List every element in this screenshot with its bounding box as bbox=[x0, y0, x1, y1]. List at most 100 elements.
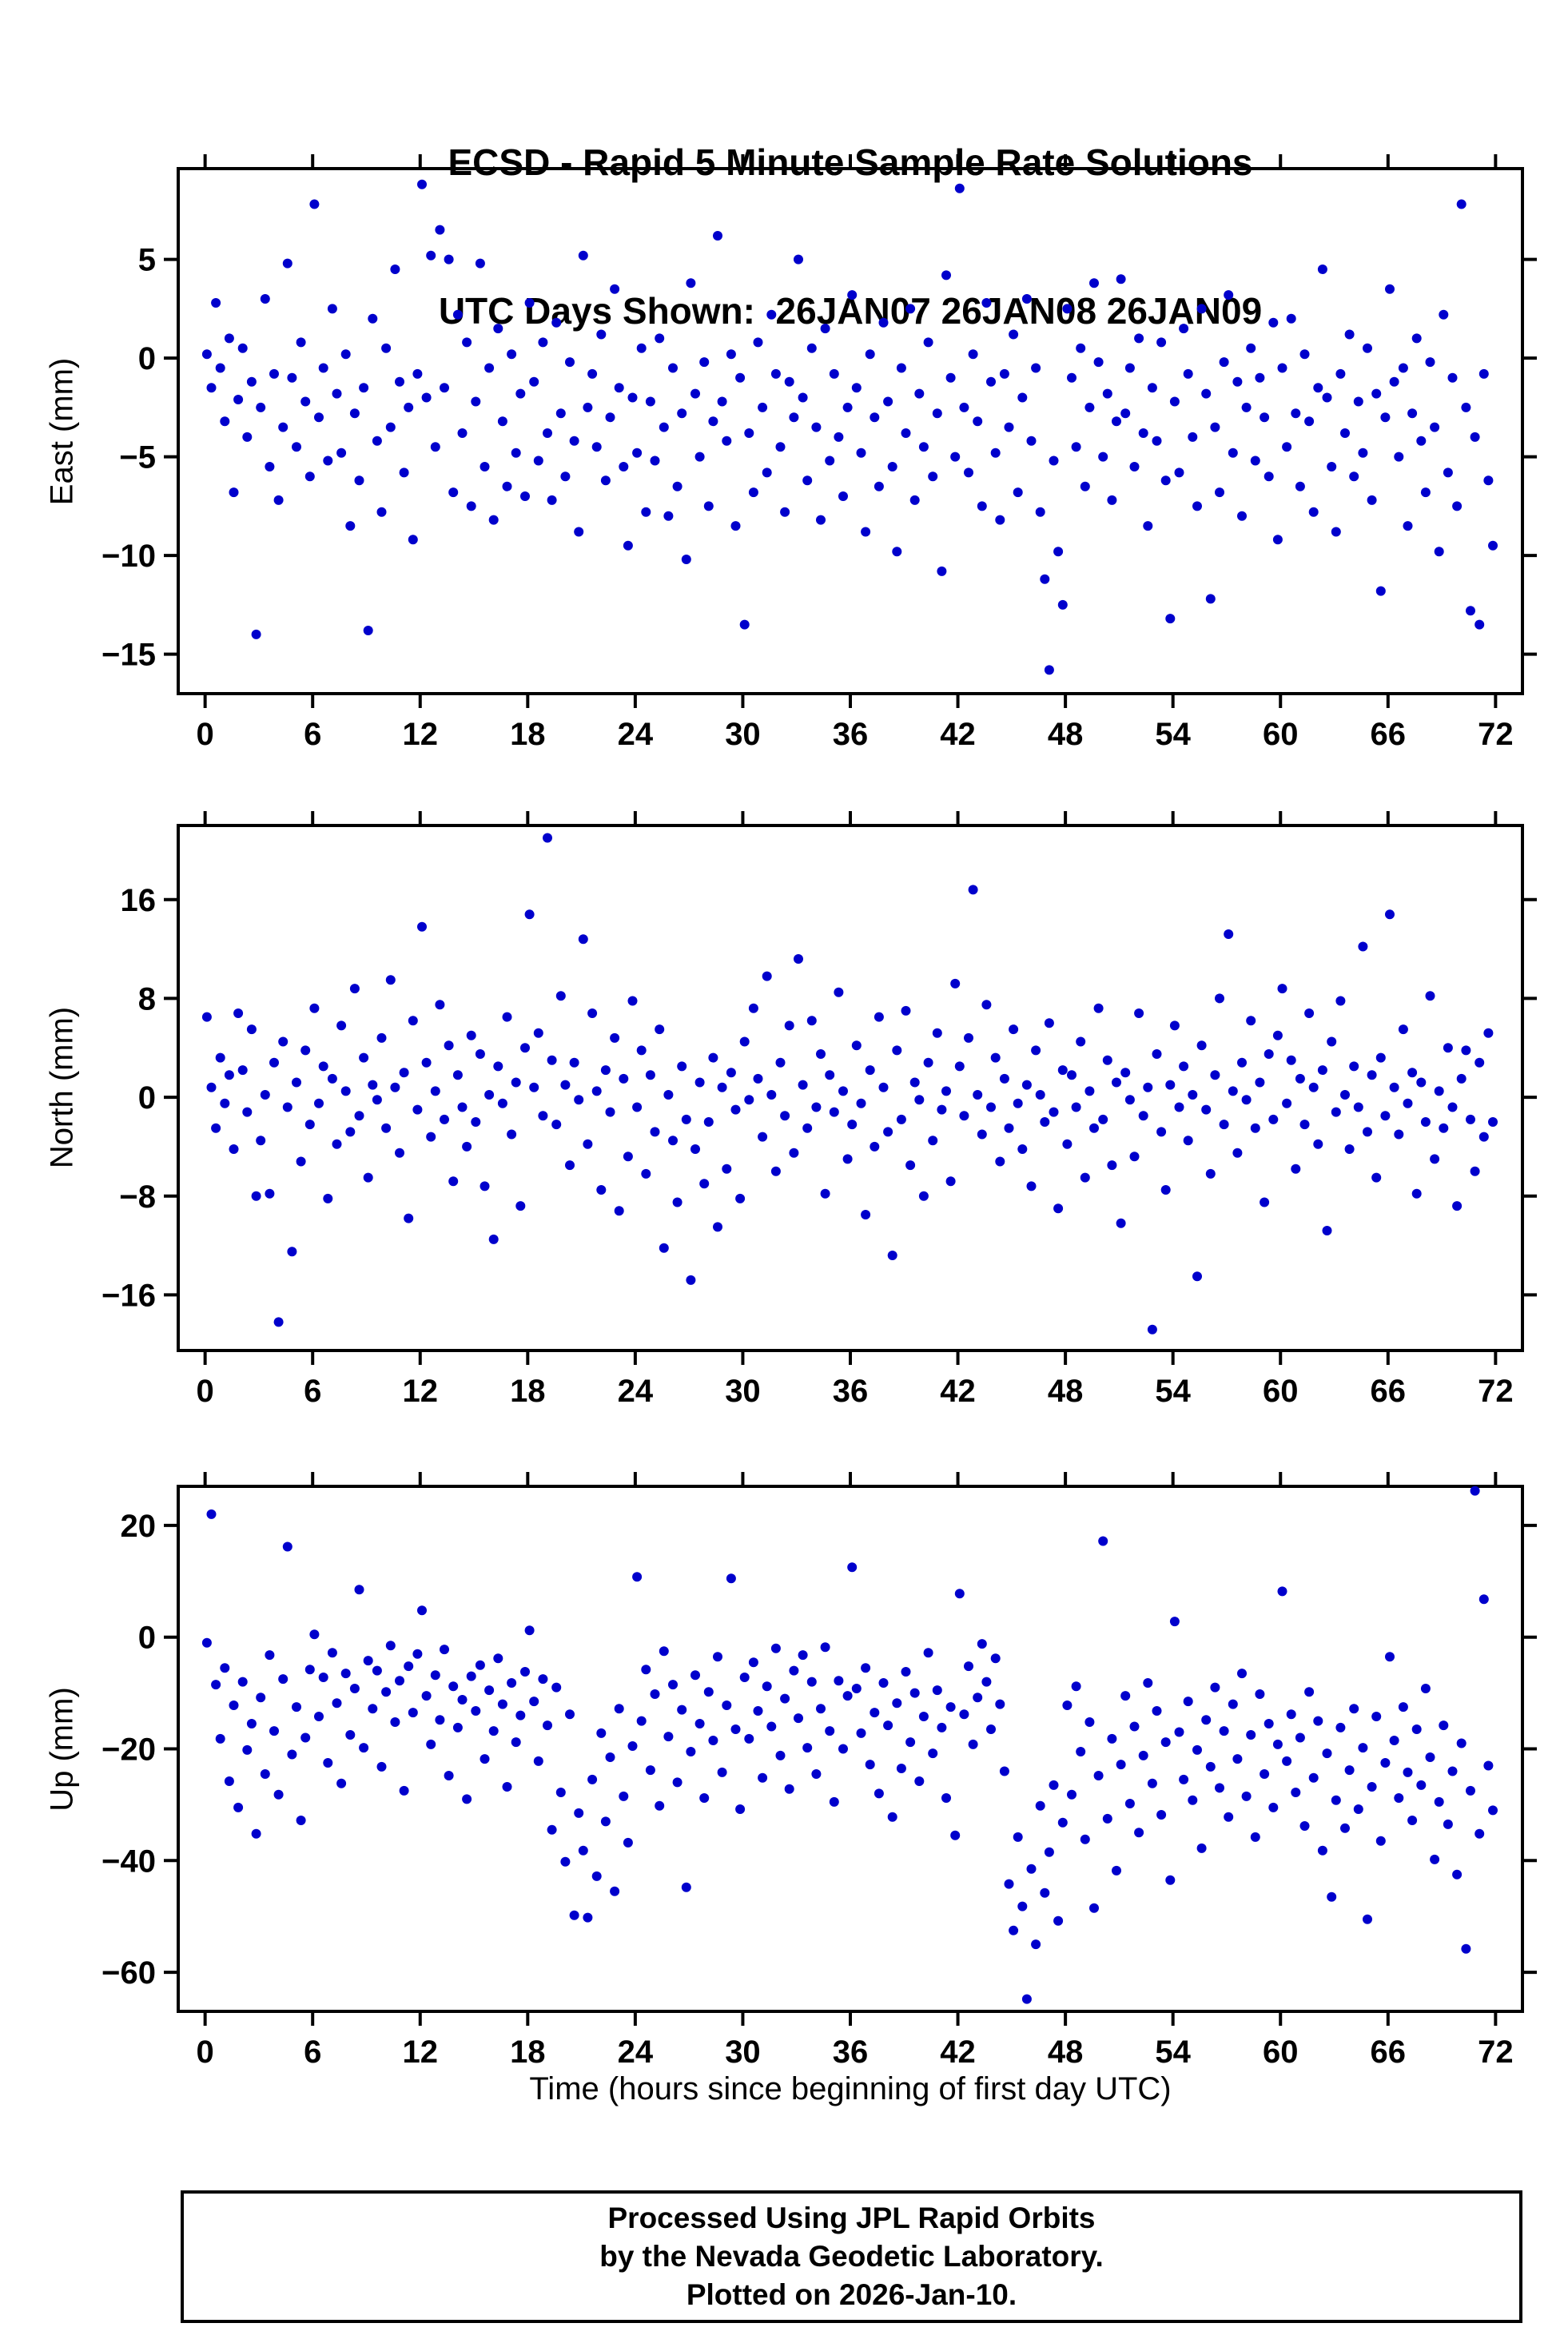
data-point bbox=[708, 416, 718, 427]
data-point bbox=[1210, 422, 1220, 432]
data-point bbox=[471, 1117, 481, 1127]
data-point bbox=[1375, 1052, 1386, 1063]
data-point bbox=[945, 372, 956, 383]
data-point bbox=[842, 1691, 853, 1701]
data-point bbox=[1084, 1717, 1095, 1727]
data-point bbox=[1430, 422, 1440, 432]
data-point bbox=[296, 337, 306, 348]
data-point bbox=[493, 1061, 503, 1072]
data-point bbox=[1241, 402, 1252, 412]
data-point bbox=[224, 1070, 234, 1080]
data-point bbox=[206, 383, 217, 393]
data-point bbox=[345, 1127, 356, 1137]
data-point bbox=[273, 1317, 284, 1327]
x-tick-label: 0 bbox=[197, 717, 214, 752]
data-point bbox=[838, 491, 848, 501]
data-point bbox=[1174, 1102, 1184, 1112]
data-point bbox=[1363, 1127, 1372, 1137]
data-point bbox=[655, 1800, 665, 1811]
data-point bbox=[1335, 996, 1346, 1006]
data-point bbox=[242, 1107, 253, 1117]
data-point bbox=[220, 1663, 230, 1673]
data-point bbox=[1340, 1823, 1350, 1833]
data-point bbox=[363, 1656, 373, 1666]
data-point bbox=[655, 333, 665, 344]
data-point bbox=[932, 408, 942, 419]
data-point bbox=[1277, 1586, 1287, 1597]
data-point bbox=[497, 1098, 507, 1108]
data-point bbox=[224, 333, 234, 344]
data-point bbox=[1205, 1761, 1216, 1772]
x-tick-label: 24 bbox=[618, 1374, 654, 1409]
data-point bbox=[842, 1154, 853, 1164]
data-point bbox=[1389, 1736, 1399, 1745]
data-point bbox=[896, 1114, 906, 1124]
data-point bbox=[233, 395, 244, 404]
data-point bbox=[529, 1697, 539, 1707]
data-point bbox=[1124, 363, 1135, 373]
data-point bbox=[645, 1765, 655, 1776]
data-point bbox=[726, 1068, 736, 1078]
data-point bbox=[1031, 1045, 1041, 1056]
data-point bbox=[507, 1129, 517, 1140]
data-point bbox=[1340, 428, 1350, 438]
data-point bbox=[1268, 317, 1279, 328]
data-point bbox=[1304, 1008, 1315, 1018]
data-point bbox=[1147, 1778, 1157, 1788]
data-point bbox=[524, 909, 535, 920]
data-point bbox=[1205, 594, 1216, 604]
data-point bbox=[1380, 1111, 1391, 1121]
data-point bbox=[753, 337, 763, 348]
data-point bbox=[964, 1661, 973, 1672]
data-point bbox=[1134, 1828, 1144, 1838]
data-point bbox=[376, 507, 387, 517]
data-point bbox=[574, 1095, 584, 1105]
data-point bbox=[641, 1665, 651, 1675]
data-point bbox=[1067, 372, 1077, 383]
data-point bbox=[1295, 1732, 1305, 1743]
data-point bbox=[502, 481, 512, 491]
data-point bbox=[780, 1111, 790, 1121]
data-point bbox=[1420, 1684, 1431, 1693]
data-point bbox=[726, 349, 736, 360]
data-point bbox=[856, 1728, 866, 1738]
data-point bbox=[1112, 1077, 1121, 1088]
data-point bbox=[1107, 1160, 1117, 1171]
x-tick-label: 66 bbox=[1371, 717, 1407, 752]
data-point bbox=[699, 357, 710, 368]
data-point bbox=[959, 1111, 969, 1121]
x-tick-label: 60 bbox=[1263, 717, 1299, 752]
data-point bbox=[995, 1156, 1005, 1167]
data-point bbox=[1183, 1136, 1193, 1146]
data-point bbox=[1201, 1715, 1212, 1725]
data-point bbox=[981, 298, 992, 308]
data-point bbox=[1237, 1057, 1247, 1068]
data-point bbox=[560, 1080, 571, 1090]
data-point bbox=[1291, 1164, 1301, 1174]
data-point bbox=[390, 1717, 400, 1727]
data-point bbox=[385, 422, 396, 432]
data-point bbox=[1228, 1086, 1238, 1096]
data-point bbox=[327, 1648, 337, 1658]
data-point bbox=[1165, 1875, 1176, 1885]
data-point bbox=[610, 284, 620, 294]
data-point bbox=[412, 368, 423, 379]
data-point bbox=[318, 1061, 328, 1072]
data-point bbox=[932, 1028, 942, 1038]
data-point bbox=[1447, 1766, 1458, 1776]
data-point bbox=[811, 422, 822, 432]
data-point bbox=[914, 388, 925, 399]
data-point bbox=[1228, 1699, 1238, 1709]
data-point bbox=[722, 1701, 732, 1710]
data-point bbox=[1160, 1185, 1171, 1195]
data-point bbox=[1232, 1148, 1243, 1158]
data-point bbox=[1057, 1817, 1068, 1828]
x-tick-label: 60 bbox=[1263, 2035, 1299, 2070]
data-point bbox=[1179, 1774, 1189, 1784]
data-point bbox=[999, 368, 1009, 379]
data-point bbox=[1143, 1678, 1153, 1688]
data-point bbox=[995, 515, 1005, 525]
data-point bbox=[870, 1141, 880, 1152]
data-point bbox=[614, 1206, 624, 1216]
data-point bbox=[990, 448, 1001, 458]
